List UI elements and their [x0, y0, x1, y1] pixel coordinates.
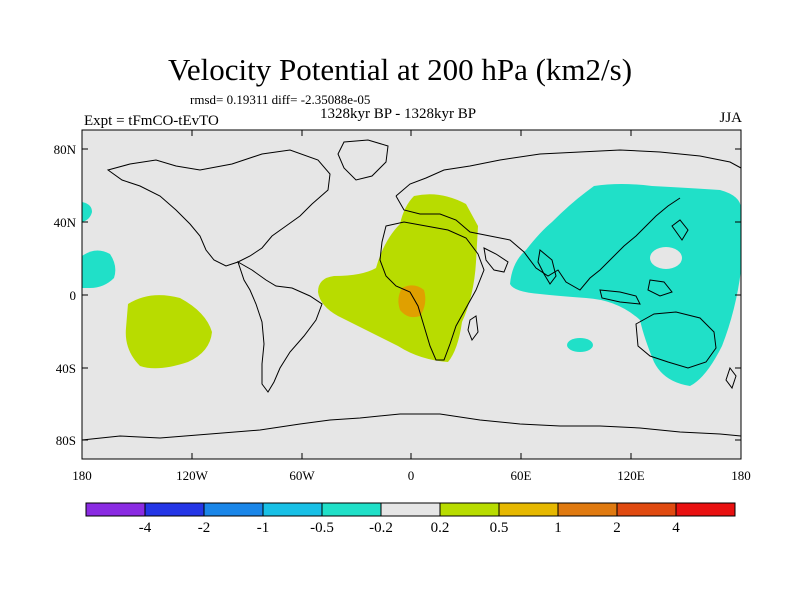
- lon-label: 180: [731, 468, 751, 483]
- colorbar-swatch: [380, 502, 441, 517]
- lat-label: 40S: [55, 361, 76, 376]
- period-label: 1328kyr BP - 1328kyr BP: [320, 106, 477, 122]
- coastlines: [81, 139, 742, 441]
- lon-label: 120W: [176, 468, 208, 483]
- region-positive-south-pacific: [125, 295, 212, 369]
- region-negative-dateline-edge: [82, 202, 92, 222]
- colorbar-swatch: [439, 502, 500, 517]
- region-negative-east-pacific: [82, 250, 116, 288]
- colorbar-label: -4: [138, 520, 152, 536]
- lon-label: 120E: [617, 468, 645, 483]
- stats-text: rmsd= 0.19311 diff= -2.35088e-05: [190, 92, 371, 107]
- colorbar-swatch: [203, 502, 264, 517]
- colorbar-swatch: [321, 502, 382, 517]
- lon-label: 0: [407, 468, 415, 483]
- lat-label: 80S: [55, 433, 76, 448]
- colorbar-label: 0.5: [489, 520, 509, 536]
- region-negative-small: [567, 338, 593, 352]
- map-title: Velocity Potential at 200 hPa (km2/s): [167, 52, 633, 87]
- colorbar-label: -0.5: [310, 520, 334, 536]
- colorbar-swatch: [144, 502, 205, 517]
- region-negative-indo-pacific: [510, 184, 742, 386]
- colorbar-label: 2: [613, 520, 621, 536]
- colorbar-swatch: [85, 502, 146, 517]
- region-gap-west-pacific: [650, 247, 682, 269]
- colorbar-label: 4: [672, 520, 680, 536]
- lon-label: 180: [72, 468, 92, 483]
- region-positive-africa-atlantic: [318, 194, 478, 362]
- lat-label: 80N: [53, 142, 76, 157]
- colorbar-swatch: [557, 502, 618, 517]
- lat-ticks: [82, 148, 741, 441]
- colorbar-swatch: [616, 502, 677, 517]
- colorbar-swatch: [675, 502, 736, 517]
- lat-label: 0: [69, 288, 77, 303]
- experiment-label: Expt = tFmCO-tEvTO: [84, 113, 219, 129]
- colorbar-label: 0.2: [430, 520, 450, 536]
- colorbar-label: -1: [256, 520, 270, 536]
- lat-label: 40N: [53, 215, 76, 230]
- colorbar-label: 1: [554, 520, 562, 536]
- lon-label: 60E: [510, 468, 532, 483]
- season-label: JJA: [719, 110, 742, 126]
- colorbar-swatch: [262, 502, 323, 517]
- colorbar-label: -2: [197, 520, 211, 536]
- lon-ticks: [191, 130, 632, 459]
- lon-label: 60W: [289, 468, 315, 483]
- colorbar-label: -0.2: [369, 520, 393, 536]
- colorbar-swatch: [498, 502, 559, 517]
